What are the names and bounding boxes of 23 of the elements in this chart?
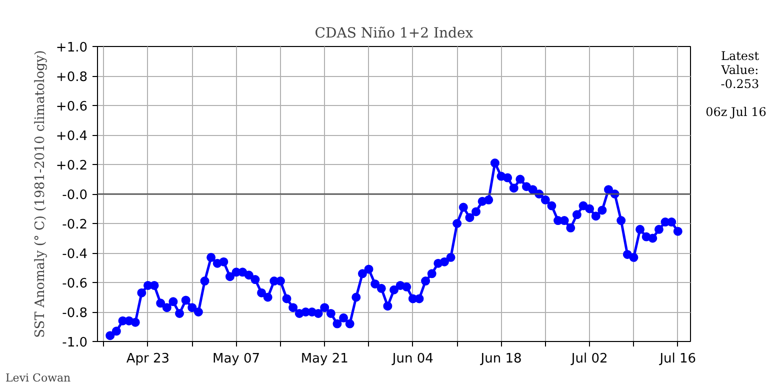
- x-tick-label: May 07: [212, 352, 260, 366]
- y-tick-label: +0.8: [56, 70, 88, 85]
- y-tick-label: -0.0: [62, 188, 88, 203]
- y-axis-title: SST Anomaly (° C) (1981-2010 climatology): [32, 50, 48, 338]
- y-tick-label: -0.8: [62, 306, 88, 321]
- x-tick-label: Apr 23: [126, 352, 170, 366]
- y-tick-label: -0.4: [62, 247, 88, 262]
- x-tick-label: Jul 16: [658, 352, 696, 366]
- x-tick-label: Jun 04: [391, 352, 434, 366]
- y-tick-label: +0.6: [56, 100, 88, 114]
- y-tick-label: -0.6: [62, 276, 88, 292]
- x-tick-label: Jul 02: [570, 352, 608, 366]
- text: Levi Cowan: [6, 372, 71, 384]
- y-tick-label: -1.0: [62, 336, 88, 350]
- x-tick-label: May 21: [300, 352, 348, 366]
- y-tick-label: -0.2: [62, 218, 88, 232]
- text: Latest Value: -0.253: [720, 49, 760, 91]
- text: 06z Jul 16: [706, 105, 766, 119]
- chart-title: CDAS Niño 1+2 Index: [314, 26, 474, 42]
- y-tick-label: +0.2: [56, 158, 88, 174]
- y-tick-label: +0.4: [56, 129, 88, 144]
- y-tick-label: +1.0: [56, 40, 88, 56]
- x-tick-label: Jun 18: [480, 352, 522, 366]
